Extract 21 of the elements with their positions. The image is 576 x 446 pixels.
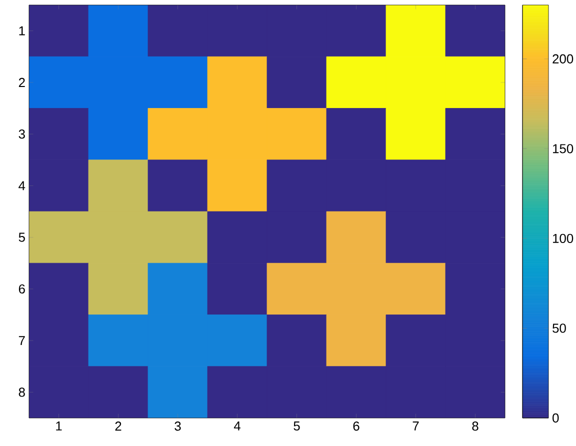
color-bar-label: 200 <box>552 54 574 64</box>
color-bar-label: 50 <box>552 324 566 333</box>
y-tick-label: 4 <box>18 181 26 190</box>
x-tick-label: 4 <box>234 422 240 430</box>
y-tick-label: 6 <box>18 284 25 294</box>
x-tick-label: 5 <box>294 422 300 431</box>
x-tick-label: 3 <box>174 422 181 431</box>
x-tick-label: 1 <box>56 422 62 430</box>
y-tick-label: 1 <box>19 26 25 36</box>
color-bar-label: 150 <box>553 144 574 154</box>
y-tick-label: 2 <box>18 78 25 87</box>
y-tick-label: 5 <box>18 232 25 242</box>
color-bar-label: 0 <box>552 413 559 423</box>
y-tick-label: 7 <box>18 336 25 346</box>
x-tick-label: 2 <box>115 422 122 431</box>
x-tick-label: 8 <box>472 422 478 431</box>
x-tick-label: 6 <box>353 422 360 431</box>
x-tick-label: 7 <box>412 422 419 430</box>
y-tick-label: 3 <box>18 129 25 139</box>
color-bar-label: 100 <box>553 234 574 244</box>
y-tick-label: 8 <box>18 388 25 397</box>
